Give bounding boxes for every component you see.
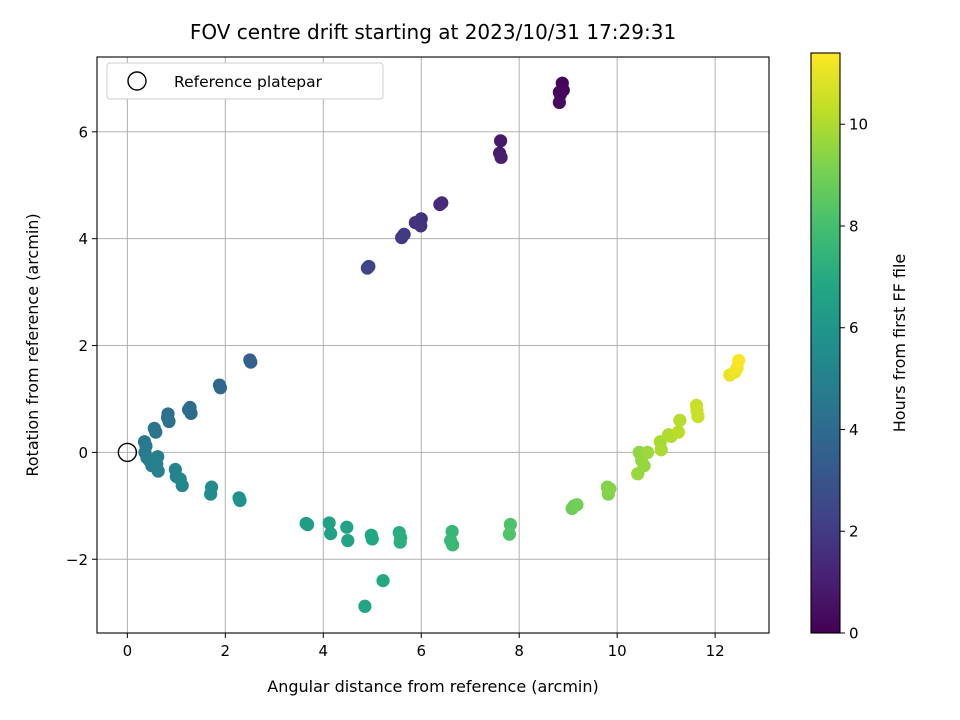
colorbar-tick-label: 6 <box>849 319 859 337</box>
plot-background <box>97 57 769 633</box>
data-point <box>631 467 645 481</box>
data-point <box>552 95 566 110</box>
colorbar-ticks: 0 2 4 6 8 10 <box>840 116 868 643</box>
data-point <box>365 532 379 546</box>
y-axis-ticks: −2 0 2 4 6 <box>66 123 97 569</box>
data-point <box>445 538 460 552</box>
colorbar-tick-label: 0 <box>849 625 859 643</box>
data-point <box>204 487 218 501</box>
data-point <box>376 574 390 588</box>
plot-area: 0 2 4 6 8 10 12 −2 0 2 4 6 <box>66 56 770 660</box>
x-tick-label: 6 <box>416 642 426 660</box>
x-tick-label: 4 <box>319 642 329 660</box>
x-tick-label: 2 <box>221 642 231 660</box>
data-point <box>301 517 315 532</box>
colorbar-tick-label: 8 <box>849 217 859 235</box>
data-point <box>324 527 338 541</box>
data-point <box>494 150 508 165</box>
x-tick-label: 0 <box>123 642 133 660</box>
data-point <box>341 533 355 548</box>
data-point <box>673 413 687 427</box>
data-point <box>322 516 336 530</box>
data-point <box>640 445 655 459</box>
data-point <box>175 478 189 493</box>
x-tick-label: 8 <box>514 642 524 660</box>
data-point <box>213 381 228 395</box>
colorbar-tick-label: 2 <box>849 523 859 541</box>
y-tick-label: −2 <box>66 551 88 569</box>
data-point <box>502 527 517 541</box>
data-point <box>603 482 617 496</box>
colorbar-tick-label: 10 <box>849 116 868 134</box>
chart-title: FOV centre drift starting at 2023/10/31 … <box>190 20 676 44</box>
data-point <box>690 404 704 418</box>
data-point <box>244 355 258 369</box>
x-tick-label: 12 <box>706 642 725 660</box>
legend-box <box>106 62 384 100</box>
legend-marker-icon <box>127 71 147 91</box>
data-point <box>393 535 407 549</box>
y-tick-label: 6 <box>78 123 88 141</box>
y-tick-label: 4 <box>78 230 88 248</box>
colorbar: 0 2 4 6 8 10 Hours from first FF file <box>810 52 909 643</box>
colorbar-gradient <box>811 53 840 633</box>
x-axis-ticks: 0 2 4 6 8 10 12 <box>123 633 725 660</box>
x-axis-label: Angular distance from reference (arcmin) <box>267 677 598 696</box>
data-point <box>181 403 196 417</box>
grid <box>97 57 769 633</box>
y-tick-label: 0 <box>78 444 88 462</box>
colorbar-frame <box>810 52 841 634</box>
data-point <box>414 219 428 233</box>
y-axis-label: Rotation from reference (arcmin) <box>23 213 42 476</box>
data-point <box>570 498 584 512</box>
y-tick-label: 2 <box>78 337 88 355</box>
data-point <box>732 353 746 368</box>
data-point <box>233 493 247 508</box>
data-point <box>149 425 163 439</box>
reference-point-marker <box>117 442 138 463</box>
data-point <box>160 411 175 425</box>
data-points <box>137 76 746 613</box>
data-point <box>360 261 374 275</box>
data-point <box>395 231 409 245</box>
colorbar-tick-label: 4 <box>849 421 859 439</box>
data-point <box>654 443 668 457</box>
data-point <box>671 425 685 439</box>
colorbar-label: Hours from first FF file <box>890 254 909 433</box>
data-point <box>151 464 165 478</box>
legend: Reference platepar <box>106 62 384 100</box>
x-tick-label: 10 <box>608 642 627 660</box>
data-point <box>340 520 354 534</box>
data-point <box>493 134 508 148</box>
legend-entry-reference-platepar: Reference platepar <box>174 73 323 91</box>
plot-frame <box>96 56 770 634</box>
data-point <box>358 599 372 613</box>
data-point <box>503 517 517 532</box>
data-point <box>433 197 447 212</box>
